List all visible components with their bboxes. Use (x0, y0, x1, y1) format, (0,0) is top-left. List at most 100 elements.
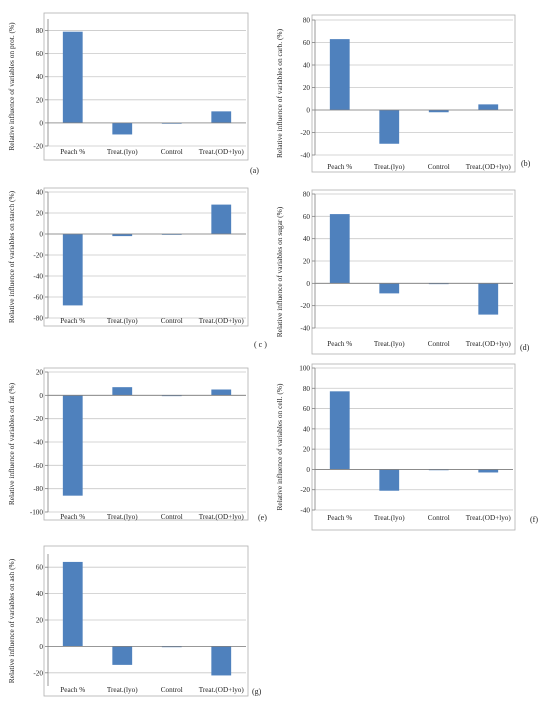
chart-panel-f: -40 -20 0 20 40 60 80 100 Peach % Treat.(lyo) Cont… (268, 360, 550, 532)
plot-frame (43, 367, 249, 521)
y-tick-label: 80 (36, 27, 44, 35)
y-tick-label: -40 (300, 507, 310, 515)
panel-label: (f) (530, 515, 538, 524)
y-tick-label: -60 (33, 462, 43, 470)
category-label: Treat.(lyo) (107, 317, 138, 325)
bar-treat-od-lyo (478, 104, 499, 110)
bar-treat-lyo (379, 110, 400, 144)
y-tick-label: 20 (36, 210, 44, 218)
y-tick-label: -20 (300, 129, 310, 137)
y-tick-label: 80 (303, 385, 311, 393)
y-tick-label: 0 (39, 392, 43, 400)
y-tick-label: -20 (33, 143, 43, 151)
y-tick-label: 0 (306, 466, 310, 474)
y-axis-label: Relative influence of variables on prot.… (7, 22, 16, 151)
y-tick-label: 0 (39, 119, 43, 127)
plot-frame (311, 363, 516, 531)
bar-peach (62, 31, 83, 123)
y-tick-label: -20 (33, 252, 43, 260)
bar-treat-lyo (112, 646, 133, 665)
bar-treat-od-lyo (478, 283, 499, 315)
y-tick-label: -100 (30, 509, 44, 517)
bar-treat-lyo (379, 283, 400, 294)
y-tick-label: -20 (33, 669, 43, 677)
chart-panel-g: -20 0 20 40 60 Peach % Treat.(lyo) Control Treat… (0, 538, 268, 705)
y-tick-label: 20 (36, 617, 44, 625)
bar-treat-od-lyo (211, 204, 232, 234)
y-tick-label: -80 (33, 485, 43, 493)
category-label: Control (428, 163, 450, 171)
bar-control (428, 110, 449, 113)
category-label: Treat.(OD+lyo) (466, 340, 512, 348)
y-tick-label: 20 (36, 96, 44, 104)
bar-treat-lyo (112, 122, 133, 135)
y-tick-label: 20 (303, 258, 311, 266)
y-tick-label: 100 (299, 365, 310, 373)
panel-label: (g) (252, 687, 262, 696)
category-label: Peach % (327, 340, 352, 348)
category-label: Treat.(OD+lyo) (466, 514, 512, 522)
y-tick-label: 40 (303, 62, 311, 70)
y-tick-label: 60 (303, 405, 311, 413)
category-label: Treat.(OD+lyo) (466, 163, 512, 171)
category-label: Peach % (327, 514, 352, 522)
bar-peach (329, 391, 350, 470)
bar-peach (62, 234, 83, 306)
y-tick-label: 60 (36, 50, 44, 58)
y-tick-label: 80 (303, 191, 311, 199)
plot-frame (311, 14, 516, 173)
chart-panel-e: -100 -80 -60 -40 -20 0 20 Peach % Treat.(lyo) Con… (0, 360, 268, 532)
y-tick-label: 0 (306, 107, 310, 115)
chart-panel-a: -20 0 20 40 60 80 Peach % Treat.(lyo) Control Tre… (0, 0, 268, 175)
category-label: Peach % (327, 163, 352, 171)
y-axis-label: Relative influence of variables on ash (… (7, 558, 16, 683)
category-label: Treat.(lyo) (107, 513, 138, 521)
bar-control (161, 395, 182, 397)
category-label: Treat.(lyo) (107, 148, 138, 156)
y-axis-label: Relative influence of variables on sugar… (275, 206, 284, 337)
y-tick-label: 40 (36, 73, 44, 81)
y-tick-label: 40 (303, 235, 311, 243)
category-label: Control (161, 148, 183, 156)
chart-f-svg: -40 -20 0 20 40 60 80 100 Peach % Treat.(lyo) Cont… (275, 363, 516, 531)
panel-label: (e) (258, 513, 267, 522)
category-label: Control (428, 514, 450, 522)
y-axis-label: Relative influence of variables on cell.… (275, 383, 284, 511)
panel-label: (b) (521, 159, 531, 168)
y-tick-label: 0 (39, 231, 43, 239)
y-tick-label: -80 (33, 315, 43, 323)
y-tick-label: 40 (36, 189, 44, 197)
bar-treat-lyo (379, 469, 400, 491)
y-tick-label: 20 (303, 446, 311, 454)
category-label: Treat.(OD+lyo) (199, 686, 245, 694)
bar-peach (329, 39, 350, 110)
plot-frame (43, 187, 249, 327)
category-label: Peach % (60, 513, 85, 521)
bar-treat-od-lyo (211, 646, 232, 676)
chart-b-svg: -40 -20 0 20 40 60 80 Peach % Treat.(lyo) Control… (275, 14, 516, 173)
y-tick-label: 60 (303, 213, 311, 221)
chart-d-svg: -40 -20 0 20 40 60 80 Peach % Treat.(lyo) Control… (275, 189, 516, 355)
y-tick-label: -20 (300, 486, 310, 494)
y-tick-label: -40 (300, 325, 310, 333)
y-tick-label: -40 (300, 152, 310, 160)
bar-treat-od-lyo (211, 389, 232, 396)
y-axis-label: Relative influence of variables on fat (… (7, 382, 16, 505)
panel-label: (d) (520, 343, 530, 352)
y-tick-label: 20 (36, 369, 44, 377)
category-label: Treat.(lyo) (374, 340, 405, 348)
category-label: Control (161, 513, 183, 521)
category-label: Treat.(lyo) (374, 163, 405, 171)
chart-panel-c: -80 -60 -40 -20 0 20 40 Peach % Treat.(lyo) Contr… (0, 178, 268, 356)
category-label: Treat.(OD+lyo) (199, 513, 245, 521)
y-axis-label: Relative influence of variables on carb.… (275, 28, 284, 158)
chart-e-svg: -100 -80 -60 -40 -20 0 20 Peach % Treat.(lyo) Con… (7, 367, 249, 521)
y-tick-label: -20 (33, 415, 43, 423)
y-tick-label: 0 (39, 643, 43, 651)
y-tick-label: 20 (303, 84, 311, 92)
chart-panel-d: -40 -20 0 20 40 60 80 Peach % Treat.(lyo) Control… (268, 178, 550, 356)
bar-control (161, 646, 182, 648)
y-tick-label: -40 (33, 439, 43, 447)
y-tick-label: 60 (303, 39, 311, 47)
y-tick-label: -40 (33, 273, 43, 281)
